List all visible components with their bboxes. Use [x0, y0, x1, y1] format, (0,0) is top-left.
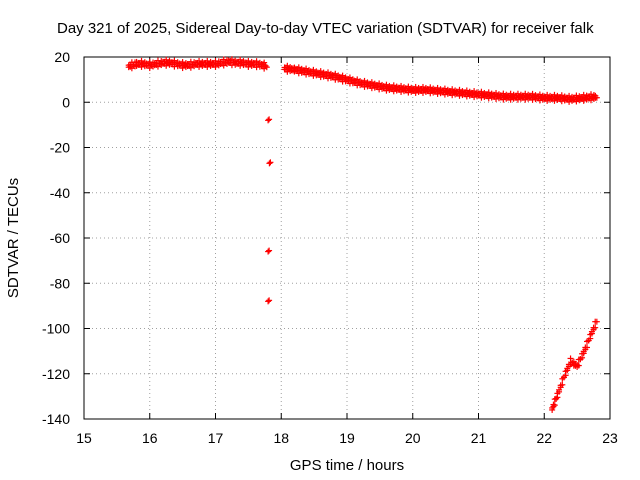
- y-tick-label: -80: [50, 275, 70, 291]
- data-point: [500, 90, 507, 97]
- data-point: [267, 159, 274, 166]
- data-point: [536, 91, 543, 98]
- data-point: [529, 90, 536, 97]
- data-point: [449, 86, 456, 93]
- data-point: [593, 94, 600, 101]
- data-point: [550, 401, 557, 408]
- data-point: [266, 297, 273, 304]
- data-point: [253, 58, 260, 65]
- data-point: [405, 83, 412, 90]
- y-tick-label: -120: [42, 366, 70, 382]
- x-tick-label: 17: [208, 430, 224, 446]
- x-tick-label: 21: [471, 430, 487, 446]
- data-point: [559, 381, 566, 388]
- x-tick-label: 16: [142, 430, 158, 446]
- data-point: [441, 85, 448, 92]
- y-tick-label: -20: [50, 140, 70, 156]
- data-point: [592, 324, 599, 331]
- data-point: [212, 63, 219, 70]
- data-point: [551, 402, 558, 409]
- data-point: [564, 367, 571, 374]
- data-point: [493, 89, 500, 96]
- data-point: [588, 97, 595, 104]
- data-point: [567, 355, 574, 362]
- x-axis-label: GPS time / hours: [290, 457, 404, 474]
- data-point: [485, 89, 492, 96]
- y-tick-label: -100: [42, 321, 70, 337]
- x-tick-label: 23: [602, 430, 618, 446]
- data-point: [265, 248, 272, 255]
- data-point: [478, 88, 485, 95]
- data-point: [566, 92, 573, 99]
- data-point: [558, 92, 565, 99]
- x-tick-label: 22: [536, 430, 552, 446]
- data-point: [580, 97, 587, 104]
- y-tick-label: -40: [50, 185, 70, 201]
- y-tick-label: -140: [42, 411, 70, 427]
- data-point: [580, 350, 587, 357]
- data-point: [128, 65, 135, 72]
- y-axis-label: SDTVAR / TECUs: [5, 178, 22, 298]
- data-point: [383, 81, 390, 88]
- data-point: [146, 65, 153, 72]
- data-point: [593, 318, 600, 325]
- data-point: [220, 62, 227, 69]
- data-point: [262, 62, 269, 69]
- data-point: [266, 116, 273, 123]
- data-point: [263, 64, 270, 71]
- data-point: [471, 88, 478, 95]
- y-tick-label: -60: [50, 230, 70, 246]
- x-tick-label: 19: [339, 430, 355, 446]
- data-point: [398, 82, 405, 89]
- y-tick-labels: -140 -120 -100 -80 -60 -40 -20 0 20: [42, 49, 70, 427]
- data-point: [261, 59, 268, 66]
- x-tick-labels: 15 16 17 18 19 20 21 22 23: [76, 430, 618, 446]
- data-point: [265, 298, 272, 305]
- data-point: [573, 98, 580, 105]
- data-point: [588, 330, 595, 337]
- x-tick-label: 20: [405, 430, 421, 446]
- data-point: [265, 117, 272, 124]
- chart-title: Day 321 of 2025, Sidereal Day-to-day VTE…: [57, 20, 594, 37]
- data-point: [284, 62, 291, 69]
- data-point: [583, 344, 590, 351]
- y-tick-label: 20: [54, 49, 70, 65]
- data-point: [556, 388, 563, 395]
- data-point: [171, 57, 178, 64]
- data-points: [125, 56, 600, 413]
- data-point: [154, 63, 161, 70]
- data-point: [228, 56, 235, 63]
- data-point: [266, 160, 273, 167]
- data-point: [427, 84, 434, 91]
- data-point: [187, 64, 194, 71]
- grid-lines: [84, 57, 610, 419]
- y-tick-label: 0: [62, 94, 70, 110]
- data-point: [390, 82, 397, 89]
- data-point: [553, 395, 560, 402]
- data-point: [456, 86, 463, 93]
- x-tick-label: 15: [76, 430, 92, 446]
- data-point: [463, 87, 470, 94]
- x-tick-label: 18: [273, 430, 289, 446]
- data-point: [549, 406, 556, 413]
- data-point: [434, 84, 441, 91]
- data-point: [266, 247, 273, 254]
- data-point: [575, 362, 582, 369]
